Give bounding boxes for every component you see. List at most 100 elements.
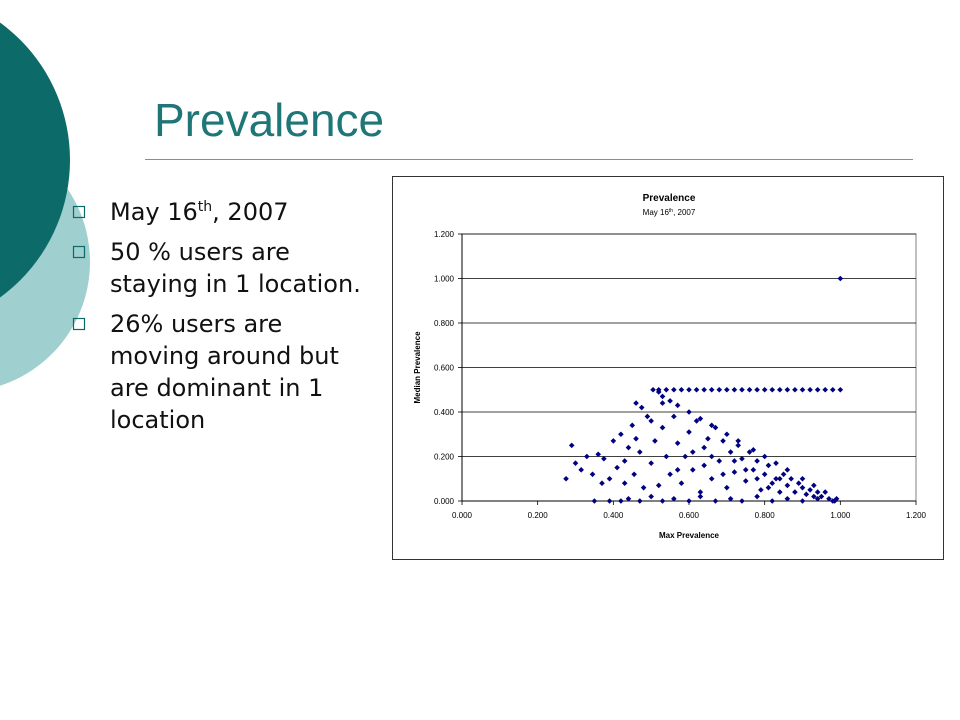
decorative-circles (0, 22, 90, 386)
data-point (637, 449, 643, 455)
scatter-chart: Prevalence May 16th, 2007 0.000 0.200 0.400 0… (392, 176, 944, 560)
y-tick-label: 0.000 (434, 497, 455, 506)
data-point (754, 386, 760, 393)
data-point (724, 431, 730, 438)
data-point (735, 442, 741, 449)
data-point (822, 489, 828, 495)
y-tick-label: 1.000 (434, 275, 455, 284)
data-point (610, 438, 617, 444)
data-point (712, 498, 719, 504)
data-point (663, 453, 670, 460)
data-point (640, 484, 647, 491)
data-point (814, 386, 821, 393)
data-point (697, 493, 704, 500)
data-point (659, 424, 666, 431)
data-point (833, 495, 840, 502)
data-point (621, 458, 628, 464)
data-point (731, 469, 738, 475)
data-point (678, 480, 685, 486)
data-point (758, 487, 764, 493)
bullet-text: 50 % users are staying in 1 location. (110, 238, 361, 298)
x-tick-label: 0.800 (755, 511, 776, 520)
data-point (754, 475, 760, 482)
data-point (814, 489, 821, 495)
data-point (705, 435, 711, 442)
chart-title: Prevalence (643, 193, 696, 204)
data-point (667, 398, 673, 404)
y-axis-label: Median Prevalence (413, 331, 422, 404)
data-point (595, 451, 601, 458)
data-point (777, 489, 783, 495)
data-point (621, 480, 628, 486)
data-point (674, 467, 681, 473)
bullet-text: May 16 (110, 198, 198, 226)
data-point (655, 482, 662, 489)
data-point (637, 498, 643, 504)
data-point (671, 413, 677, 420)
data-point (591, 498, 598, 504)
data-point (599, 480, 605, 486)
data-point (727, 449, 734, 455)
data-point (584, 453, 590, 460)
data-point (712, 424, 719, 431)
data-point (739, 455, 745, 462)
x-tick-label: 0.600 (679, 511, 700, 520)
data-point (773, 460, 779, 466)
data-point (784, 482, 791, 489)
bullet-item-staying: 50 % users are staying in 1 location. (72, 236, 372, 300)
data-point (618, 431, 624, 438)
data-point (678, 386, 685, 393)
data-point (648, 493, 654, 500)
data-point (750, 467, 757, 473)
data-point (701, 386, 707, 393)
data-point (765, 484, 772, 491)
data-point (761, 386, 768, 393)
data-point (674, 402, 681, 409)
x-tick-label: 1.200 (906, 511, 927, 520)
data-point (701, 462, 707, 469)
chart-canvas: Prevalence May 16th, 2007 0.000 0.200 0.400 0… (413, 193, 927, 540)
data-point (739, 498, 745, 504)
data-point (648, 460, 654, 466)
data-point (644, 413, 651, 420)
data-point (777, 386, 783, 393)
data-point (659, 400, 666, 406)
bullet-list: May 16th, 2007 50 % users are staying in… (72, 196, 372, 444)
y-tick-label: 1.200 (434, 230, 455, 239)
data-point (750, 447, 757, 453)
slide-title: Prevalence (154, 94, 385, 146)
data-point (829, 386, 836, 393)
data-point (826, 495, 832, 502)
y-tick-label: 0.400 (434, 408, 455, 417)
data-point (671, 386, 677, 393)
bullet-item-moving: 26% users are moving around but are domi… (72, 308, 372, 436)
x-axis-label: Max Prevalence (659, 531, 720, 540)
data-point (792, 386, 798, 393)
data-point (807, 487, 813, 493)
data-point (563, 475, 569, 482)
data-point (693, 418, 700, 424)
data-point (731, 386, 738, 393)
data-point (655, 389, 662, 395)
bullet-item-date: May 16th, 2007 (72, 196, 372, 228)
x-tick-label: 0.000 (452, 511, 473, 520)
data-point (659, 498, 666, 504)
data-point (578, 467, 584, 473)
data-point (650, 386, 656, 393)
data-point (671, 495, 677, 502)
bullet-superscript: th (197, 199, 213, 215)
data-point (682, 453, 689, 460)
title-divider (145, 159, 913, 160)
data-point (784, 495, 791, 502)
data-point (829, 498, 836, 504)
data-point (769, 386, 776, 393)
x-tick-label: 0.200 (528, 511, 549, 520)
data-point (792, 489, 798, 495)
deco-dark-circle (0, 22, 70, 298)
data-point (716, 386, 723, 393)
y-tick-label: 0.200 (434, 453, 455, 462)
data-point (811, 493, 817, 500)
square-bullet-icon (72, 245, 86, 259)
square-bullet-icon (72, 205, 86, 219)
data-point (674, 440, 681, 446)
